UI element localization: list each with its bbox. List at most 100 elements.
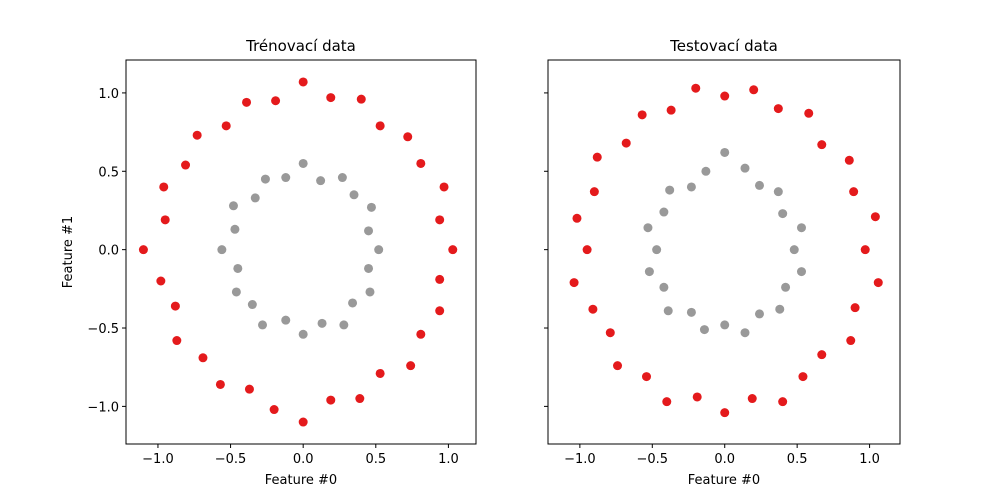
scatter-point: [258, 320, 268, 330]
scatter-point: [778, 209, 788, 219]
scatter-point: [621, 138, 631, 148]
scatter-point: [435, 306, 445, 316]
scatter-point: [701, 166, 711, 176]
x-axis-label: Feature #0: [265, 473, 337, 488]
scatter-point: [720, 91, 730, 101]
scatter-point: [740, 328, 750, 338]
scatter-point: [666, 105, 676, 115]
scatter-point: [605, 328, 615, 338]
scatter-point: [448, 245, 458, 255]
scatter-point: [326, 395, 336, 405]
scatter-point: [250, 193, 260, 203]
scatter-point: [754, 309, 764, 319]
scatter-point: [269, 405, 279, 415]
y-tick-label: 0.0: [98, 244, 119, 259]
scatter-point: [242, 97, 252, 107]
scatter-point: [231, 287, 241, 297]
scatter-point: [298, 329, 308, 339]
scatter-point: [349, 190, 359, 200]
y-tick-label: −0.5: [87, 322, 119, 337]
x-tick-label: 0.5: [787, 452, 808, 467]
scatter-point: [375, 368, 385, 378]
scatter-point: [298, 158, 308, 168]
scatter-point: [844, 155, 854, 165]
scatter-point: [244, 384, 254, 394]
scatter-point: [860, 245, 870, 255]
scatter-point: [798, 372, 808, 382]
scatter-point: [271, 96, 281, 106]
scatter-point: [637, 110, 647, 120]
scatter-point: [439, 182, 449, 192]
scatter-point: [416, 158, 426, 168]
scatter-point: [662, 397, 672, 407]
scatter-point: [403, 132, 413, 142]
scatter-point: [850, 303, 860, 313]
scatter-point: [781, 282, 791, 292]
x-axis-label: Feature #0: [688, 473, 760, 488]
scatter-point: [754, 180, 764, 190]
scatter-point: [339, 320, 349, 330]
scatter-point: [138, 245, 148, 255]
scatter-point: [156, 276, 166, 286]
scatter-point: [659, 282, 669, 292]
axes-frame: [547, 59, 901, 445]
scatter-point: [435, 274, 445, 284]
scatter-point: [699, 325, 709, 335]
scatter-point: [740, 163, 750, 173]
x-tick-label: −0.5: [637, 452, 669, 467]
scatter-point: [572, 213, 582, 223]
scatter-point: [366, 202, 376, 212]
scatter-point: [642, 372, 652, 382]
scatter-point: [582, 245, 592, 255]
scatter-point: [316, 176, 326, 186]
y-tick-label: 0.5: [98, 165, 119, 180]
scatter-point: [374, 245, 384, 255]
scatter-point: [870, 212, 880, 222]
scatter-point: [181, 160, 191, 170]
scatter-point: [435, 215, 445, 225]
axes-frame: [125, 59, 477, 445]
chart-title: Testovací data: [669, 37, 778, 55]
scatter-point: [298, 417, 308, 427]
scatter-point: [817, 140, 827, 150]
scatter-point: [720, 320, 730, 330]
scatter-point: [365, 287, 375, 297]
x-tick-label: 1.0: [438, 452, 459, 467]
scatter-point: [644, 267, 654, 277]
scatter-point: [364, 263, 374, 273]
x-tick-label: 1.0: [859, 452, 880, 467]
scatter-point: [233, 263, 243, 273]
scatter-point: [720, 408, 730, 418]
y-tick-label: 1.0: [98, 87, 119, 102]
x-tick-label: −1.0: [564, 452, 596, 467]
scatter-point: [663, 306, 673, 316]
scatter-point: [317, 318, 327, 328]
x-tick-label: −0.5: [215, 452, 247, 467]
scatter-point: [873, 278, 883, 288]
scatter-point: [692, 392, 702, 402]
scatter-point: [588, 304, 598, 314]
scatter-point: [749, 85, 759, 95]
y-tick-label: −1.0: [87, 400, 119, 415]
scatter-point: [720, 147, 730, 157]
scatter-point: [817, 350, 827, 360]
scatter-point: [686, 182, 696, 192]
scatter-point: [665, 185, 675, 195]
scatter-point: [228, 201, 238, 211]
scatter-point: [172, 336, 182, 346]
x-tick-label: 0.5: [365, 452, 386, 467]
scatter-point: [789, 245, 799, 255]
scatter-point: [159, 182, 169, 192]
scatter-point: [773, 104, 783, 114]
scatter-point: [747, 394, 757, 404]
scatter-point: [613, 361, 623, 371]
x-tick-label: −1.0: [142, 452, 174, 467]
scatter-point: [260, 174, 270, 184]
scatter-point: [643, 223, 653, 233]
scatter-point: [170, 301, 180, 311]
scatter-point: [592, 152, 602, 162]
scatter-point: [569, 278, 579, 288]
scatter-point: [589, 187, 599, 197]
scatter-point: [778, 397, 788, 407]
scatter-point: [160, 215, 170, 225]
